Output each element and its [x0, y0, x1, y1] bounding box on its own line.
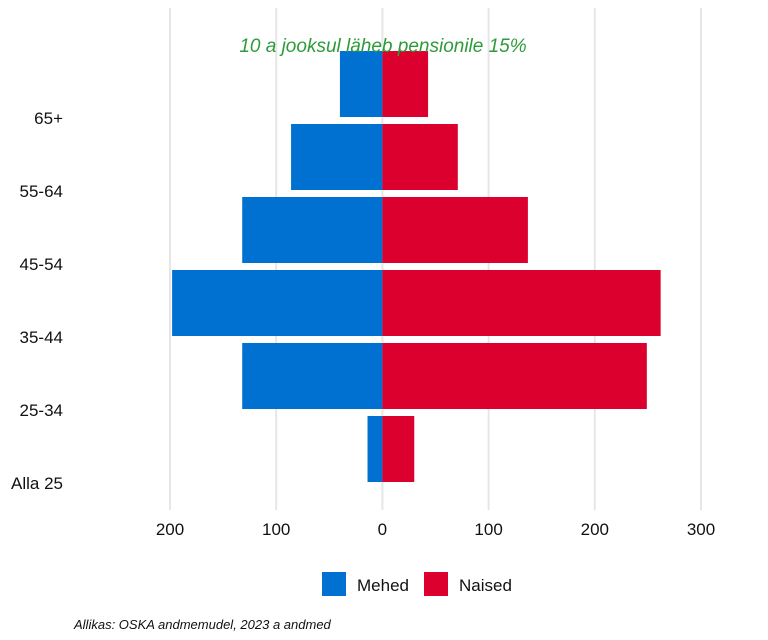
- chart-annotation: 10 a jooksul läheb pensionile 15%: [239, 36, 526, 57]
- legend-label-mehed: Mehed: [357, 576, 409, 595]
- bars-group: [172, 51, 661, 482]
- bar-mehed-2: [242, 197, 383, 263]
- x-tick-label: 100: [474, 520, 502, 539]
- y-tick-label: 35-44: [20, 328, 63, 347]
- bar-mehed-0: [339, 51, 383, 117]
- bar-mehed-3: [172, 270, 383, 336]
- bar-mehed-1: [291, 124, 383, 190]
- source-note: Allikas: OSKA andmemudel, 2023 a andmed: [73, 617, 332, 632]
- legend-swatch-naised: [424, 572, 448, 596]
- y-tick-label: Alla 25: [11, 474, 63, 493]
- x-tick-label: 200: [581, 520, 609, 539]
- legend-swatch-mehed: [322, 572, 346, 596]
- bar-naised-2: [382, 197, 528, 263]
- x-tick-label: 200: [156, 520, 184, 539]
- legend: Mehed Naised: [322, 572, 512, 596]
- bar-naised-1: [382, 124, 458, 190]
- x-tick-label: 0: [378, 520, 387, 539]
- y-tick-labels: 65+ 55-64 45-54 35-44 25-34 Alla 25: [11, 109, 63, 493]
- x-tick-label: 300: [687, 520, 715, 539]
- bar-naised-4: [382, 343, 647, 409]
- bar-naised-0: [382, 51, 429, 117]
- bar-mehed-5: [367, 416, 383, 482]
- bar-mehed-4: [242, 343, 383, 409]
- y-tick-label: 25-34: [20, 401, 63, 420]
- x-tick-label: 100: [262, 520, 290, 539]
- legend-label-naised: Naised: [459, 576, 512, 595]
- y-tick-label: 45-54: [20, 255, 63, 274]
- bar-naised-3: [382, 270, 661, 336]
- bar-naised-5: [382, 416, 415, 482]
- x-tick-labels: 200 100 0 100 200 300: [156, 520, 715, 539]
- y-tick-label: 55-64: [20, 182, 63, 201]
- y-tick-label: 65+: [34, 109, 63, 128]
